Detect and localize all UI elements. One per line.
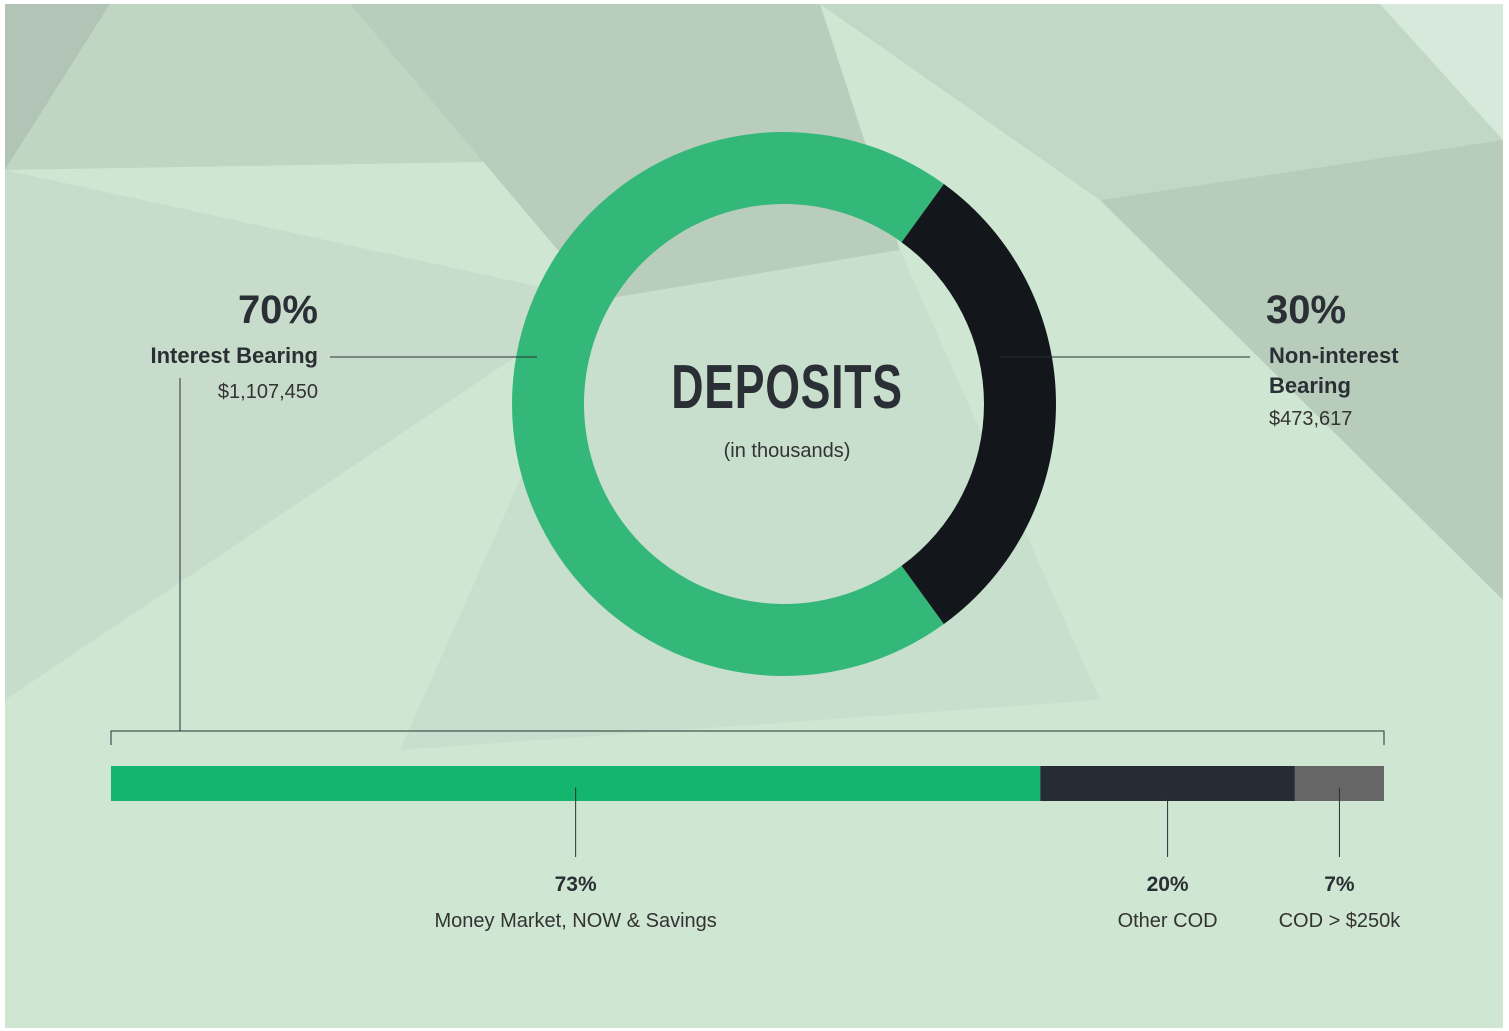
bg-shape xyxy=(1100,140,1503,600)
value-label: 7% xyxy=(1324,873,1355,896)
chart-title: DEPOSITS xyxy=(671,353,903,422)
bg-shape xyxy=(5,170,600,700)
bg-shape xyxy=(350,4,900,300)
value-label: 30% xyxy=(1266,288,1347,332)
marks xyxy=(111,131,1384,857)
bg-shape xyxy=(1380,4,1503,140)
value-label: 20% xyxy=(1146,873,1189,896)
category-label: COD > $250k xyxy=(1278,910,1401,932)
value-label: 73% xyxy=(554,873,597,896)
category-label: Money Market, NOW & Savings xyxy=(434,910,717,932)
bg-shape xyxy=(5,4,600,170)
donut-slice xyxy=(901,183,1056,625)
bg-shape xyxy=(820,4,1503,200)
chart-subtitle: (in thousands) xyxy=(723,440,851,462)
amount-label: $1,107,450 xyxy=(217,381,318,403)
amount-label: $473,617 xyxy=(1269,408,1353,430)
category-label: Non-interest Bearing xyxy=(1269,343,1399,398)
value-label: 70% xyxy=(237,288,318,332)
category-label: Interest Bearing xyxy=(150,343,319,368)
donut-slice xyxy=(512,131,944,676)
category-label: Other COD xyxy=(1117,910,1218,932)
bracket xyxy=(110,730,1385,745)
